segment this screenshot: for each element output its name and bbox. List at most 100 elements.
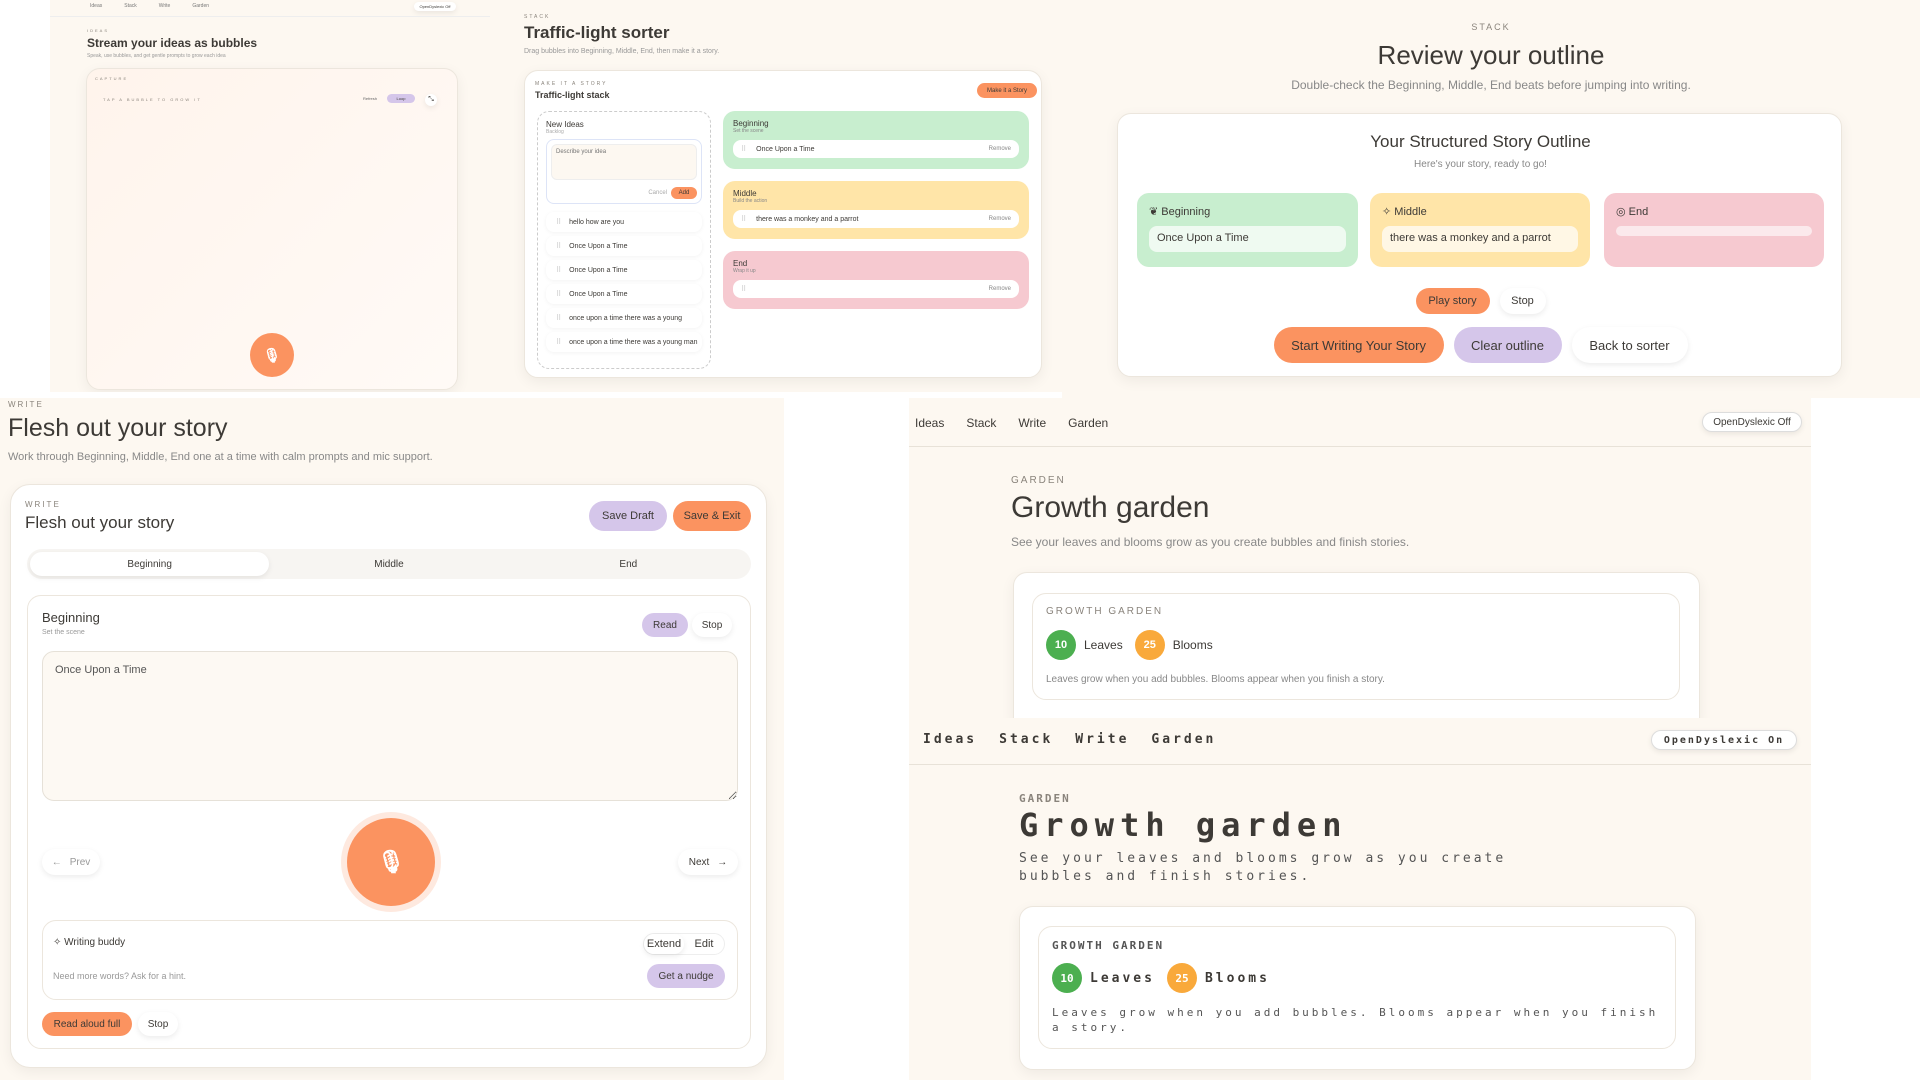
card-eyebrow: GROWTH GARDEN bbox=[1046, 606, 1164, 617]
story-textarea[interactable] bbox=[42, 651, 738, 801]
mic-button[interactable]: 🎙 bbox=[347, 818, 435, 906]
page-subtitle: Double-check the Beginning, Middle, End … bbox=[1291, 78, 1691, 92]
nav-stack[interactable]: Stack bbox=[124, 3, 137, 9]
nav-ideas[interactable]: Ideas bbox=[915, 416, 945, 430]
read-button[interactable]: Read bbox=[642, 613, 688, 637]
lane-value bbox=[1616, 226, 1812, 236]
divider bbox=[909, 446, 1811, 447]
section-tabs: Beginning Middle End bbox=[27, 549, 751, 579]
next-button[interactable]: Next → bbox=[678, 849, 738, 875]
section-sub: Set the scene bbox=[42, 629, 85, 636]
garden-outer-card: GROWTH GARDEN 10 Leaves 25 Blooms Leaves… bbox=[1013, 572, 1700, 718]
loop-button[interactable]: Loop bbox=[387, 94, 415, 103]
stack-card: MAKE IT A STORY Traffic-light stack Make… bbox=[524, 70, 1042, 378]
tab-middle[interactable]: Middle bbox=[374, 558, 404, 570]
save-draft-button[interactable]: Save Draft bbox=[589, 501, 667, 531]
idea-list: ⠿ hello how are you ⠿ Once Upon a Time ⠿ On… bbox=[546, 212, 702, 352]
tab-end[interactable]: End bbox=[619, 558, 638, 570]
nav-write[interactable]: Write bbox=[158, 3, 171, 9]
lane-middle[interactable]: Middle Build the action ⠿ there was a mon… bbox=[723, 181, 1029, 239]
nav-stack[interactable]: Stack bbox=[966, 416, 997, 430]
nav-ideas[interactable]: Ideas bbox=[923, 732, 978, 747]
get-nudge-button[interactable]: Get a nudge bbox=[647, 964, 725, 988]
tab-beginning[interactable]: Beginning bbox=[30, 552, 270, 576]
outline-middle: ✧ Middle there was a monkey and a parrot bbox=[1370, 193, 1590, 267]
list-item[interactable]: ⠿ hello how are you bbox=[546, 212, 702, 232]
card-sub: Here's your story, ready to go! bbox=[1414, 159, 1547, 170]
blooms-label: Blooms bbox=[1204, 970, 1270, 986]
sorter-panel: STACK Traffic-light sorter Drag bubbles … bbox=[490, 0, 1062, 392]
card-title: Flesh out your story bbox=[25, 513, 175, 532]
mic-button[interactable]: 🎙 bbox=[250, 333, 294, 377]
clear-outline-button[interactable]: Clear outline bbox=[1453, 327, 1562, 363]
nav-garden[interactable]: Garden bbox=[1151, 732, 1217, 747]
extend-button[interactable]: Extend bbox=[644, 934, 684, 954]
list-item[interactable]: ⠿ Once Upon a Time bbox=[546, 236, 702, 256]
eyebrow: GARDEN bbox=[1019, 792, 1071, 805]
blooms-count: 25 bbox=[1134, 630, 1165, 660]
ideas-panel: Ideas Stack Write Garden OpenDyslexic Off I… bbox=[50, 0, 490, 392]
stop-button[interactable]: Stop bbox=[692, 613, 732, 637]
expand-icon[interactable]: ⤡ bbox=[425, 94, 437, 106]
dyslexic-toggle[interactable]: OpenDyslexic Off bbox=[1702, 412, 1802, 432]
lane-item[interactable]: ⠿ Remove bbox=[733, 280, 1019, 298]
dyslexic-toggle[interactable]: OpenDyslexic Off bbox=[414, 2, 456, 11]
idea-input[interactable] bbox=[551, 144, 697, 180]
lane-sub: Set the scene bbox=[733, 128, 764, 134]
nav-ideas[interactable]: Ideas bbox=[90, 3, 103, 9]
lane-item[interactable]: ⠿ there was a monkey and a parrot Remove bbox=[733, 210, 1019, 228]
page-title: Traffic-light sorter bbox=[524, 23, 670, 42]
leaves-count: 10 bbox=[1046, 630, 1076, 660]
remove-button[interactable]: Remove bbox=[988, 216, 1011, 222]
section-card: Beginning Set the scene Read Stop ← Prev… bbox=[27, 595, 751, 1049]
nav-garden[interactable]: Garden bbox=[192, 3, 210, 9]
remove-button[interactable]: Remove bbox=[988, 286, 1011, 292]
stop-full-button[interactable]: Stop bbox=[138, 1012, 178, 1036]
stop-button[interactable]: Stop bbox=[1499, 288, 1546, 314]
list-item[interactable]: ⠿ once upon a time there was a young bbox=[546, 308, 702, 328]
lane-title: Middle bbox=[733, 189, 757, 198]
prev-button[interactable]: ← Prev bbox=[42, 849, 100, 875]
write-panel: WRITE Flesh out your story Work through … bbox=[0, 398, 784, 1080]
make-story-button[interactable]: Make it a Story bbox=[977, 83, 1037, 98]
lane-beginning[interactable]: Beginning Set the scene ⠿ Once Upon a Tim… bbox=[723, 111, 1029, 169]
edit-button[interactable]: Edit bbox=[694, 938, 714, 950]
write-card: WRITE Flesh out your story Save Draft Sa… bbox=[10, 484, 767, 1068]
cancel-button[interactable]: Cancel bbox=[648, 190, 667, 196]
card-label: CAPTURE bbox=[95, 76, 129, 81]
refresh-button[interactable]: Refresh bbox=[363, 96, 378, 101]
card-title: Traffic-light stack bbox=[535, 90, 610, 100]
column-sub: Backlog bbox=[546, 129, 564, 135]
list-item[interactable]: ⠿ once upon a time there was a young man bbox=[546, 332, 702, 352]
capture-card: CAPTURE TAP A BUBBLE TO GROW IT Refresh … bbox=[86, 68, 458, 390]
list-item[interactable]: ⠿ Once Upon a Time bbox=[546, 284, 702, 304]
play-story-button[interactable]: Play story bbox=[1415, 288, 1490, 314]
buddy-hint: Need more words? Ask for a hint. bbox=[53, 971, 187, 981]
lane-end[interactable]: End Wrap it up ⠿ Remove bbox=[723, 251, 1029, 309]
save-exit-button[interactable]: Save & Exit bbox=[673, 501, 751, 531]
eyebrow: GARDEN bbox=[1011, 475, 1066, 486]
start-writing-button[interactable]: Start Writing Your Story bbox=[1273, 327, 1444, 363]
remove-button[interactable]: Remove bbox=[988, 146, 1011, 152]
leaves-label: Leaves bbox=[1084, 638, 1123, 652]
nav-stack[interactable]: Stack bbox=[999, 732, 1054, 747]
lane-item[interactable]: ⠿ Once Upon a Time Remove bbox=[733, 140, 1019, 158]
divider bbox=[909, 764, 1811, 765]
buddy-title: Writing buddy bbox=[64, 937, 126, 948]
dyslexic-toggle[interactable]: OpenDyslexic On bbox=[1651, 730, 1797, 750]
back-to-sorter-button[interactable]: Back to sorter bbox=[1571, 327, 1688, 363]
lane-title: Middle bbox=[1394, 206, 1427, 218]
card-title: Your Structured Story Outline bbox=[1370, 132, 1591, 151]
nav-write[interactable]: Write bbox=[1018, 416, 1047, 430]
read-aloud-full-button[interactable]: Read aloud full bbox=[42, 1012, 132, 1036]
list-item[interactable]: ⠿ Once Upon a Time bbox=[546, 260, 702, 280]
eyebrow: WRITE bbox=[8, 400, 44, 409]
lane-title: Beginning bbox=[1161, 206, 1211, 218]
garden-card: GROWTH GARDEN 10 Leaves 25 Blooms Leaves… bbox=[1032, 593, 1680, 700]
add-button[interactable]: Add bbox=[671, 187, 697, 199]
nav-write[interactable]: Write bbox=[1075, 732, 1130, 747]
lane-sub: Wrap it up bbox=[733, 268, 756, 274]
mode-toggle: Extend Edit bbox=[643, 933, 725, 955]
outline-end: ◎ End bbox=[1604, 193, 1824, 267]
nav-garden[interactable]: Garden bbox=[1068, 416, 1109, 430]
